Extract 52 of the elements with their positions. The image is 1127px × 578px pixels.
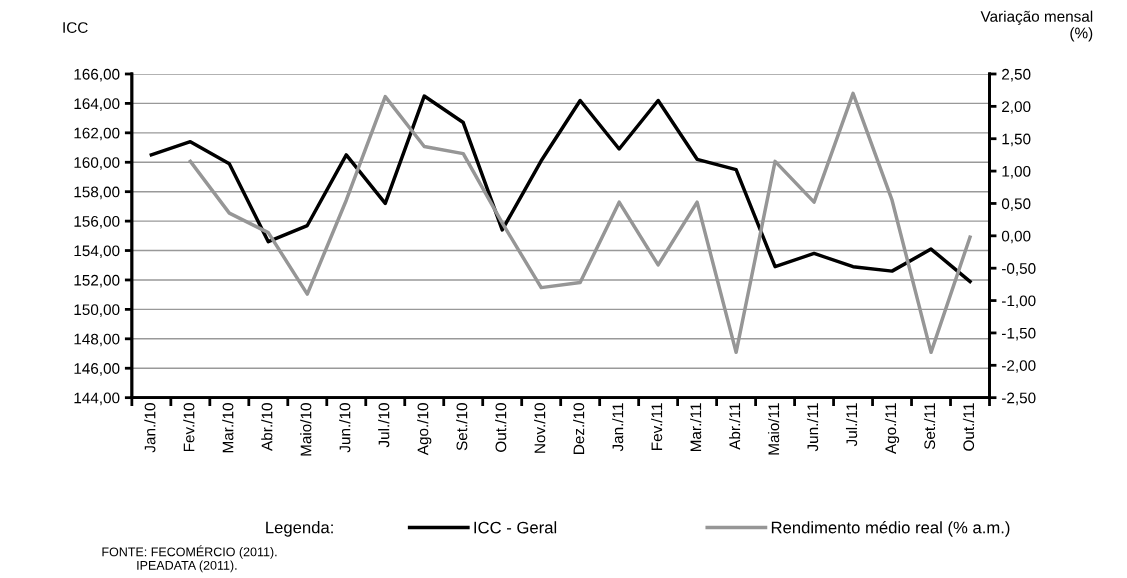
x-tick-label: Fev./10 — [183, 403, 195, 452]
y-tick-label: 146,00 — [74, 363, 120, 376]
y2-tick-label: -1,50 — [1001, 327, 1036, 341]
x-tick-label: Abr./11 — [728, 403, 741, 450]
y-tick-label: 148,00 — [74, 333, 120, 347]
x-tick-label: Dez./10 — [573, 403, 585, 454]
y2-tick-label: 1,50 — [1002, 133, 1031, 147]
y-tick-label: 166,00 — [74, 68, 120, 82]
x-tick-label: Abr./10 — [261, 403, 273, 451]
source-note: FONTE: FECOMÉRCIO (2011). IPEADATA (2011). — [102, 545, 277, 573]
y-tick-label: 154,00 — [74, 245, 120, 259]
x-tick-label: Jun./11 — [806, 403, 819, 452]
x-tick-label: Fev./11 — [651, 403, 663, 450]
x-tick-label: Set./10 — [456, 403, 468, 451]
y2-tick-label: -0,50 — [1001, 263, 1036, 276]
x-tick-label: Jul./11 — [845, 403, 858, 447]
y-tick-label: 162,00 — [74, 127, 120, 141]
y2-tick-label: 1,00 — [1002, 165, 1031, 179]
y2-tick-label: -2,00 — [1001, 360, 1036, 373]
y-tick-label: 144,00 — [74, 392, 120, 406]
y2-axis-title: Variação mensal (%) — [980, 10, 1093, 42]
x-tick-label: Jan./11 — [612, 403, 624, 452]
y-tick-label: 150,00 — [74, 304, 120, 317]
y-tick-label: 156,00 — [74, 215, 120, 229]
y-tick-label: 160,00 — [74, 157, 120, 170]
y2-tick-label: 2,00 — [1002, 101, 1031, 114]
legend-label: Rendimento médio real (% a.m.) — [771, 521, 1010, 537]
x-tick-label: Ago./11 — [884, 403, 900, 455]
x-tick-label: Maio/10 — [300, 403, 312, 456]
x-tick-label: Jul./10 — [378, 403, 390, 448]
y-tick-label: 158,00 — [74, 186, 120, 200]
x-tick-label: Ago./10 — [417, 403, 432, 456]
y2-tick-label: 2,50 — [1002, 68, 1031, 82]
x-tick-label: Out./10 — [495, 403, 507, 452]
x-tick-label: Nov./10 — [534, 403, 546, 453]
x-tick-label: Jun./10 — [339, 403, 351, 453]
legend-title: Legenda: — [266, 521, 333, 537]
line-series — [149, 94, 972, 284]
x-tick-label: Mar./10 — [222, 403, 234, 453]
y2-tick-label: 0,00 — [1001, 230, 1031, 244]
y2-tick-label: 0,50 — [1001, 198, 1031, 211]
x-tick-label: Maio/11 — [767, 403, 780, 455]
x-tick-label: Set./11 — [923, 403, 936, 450]
y2-tick-label: -1,00 — [1001, 295, 1036, 309]
legend-label: ICC - Geral — [474, 521, 557, 534]
y2-tick-label: -2,50 — [1001, 392, 1036, 406]
x-tick-label: Out./11 — [962, 403, 975, 451]
y-tick-label: 164,00 — [74, 98, 120, 111]
x-tick-label: Jan./10 — [144, 403, 156, 453]
y-tick-label: 152,00 — [74, 274, 120, 288]
x-tick-label: Mar./11 — [690, 403, 702, 452]
y-axis-title: ICC — [63, 22, 88, 33]
